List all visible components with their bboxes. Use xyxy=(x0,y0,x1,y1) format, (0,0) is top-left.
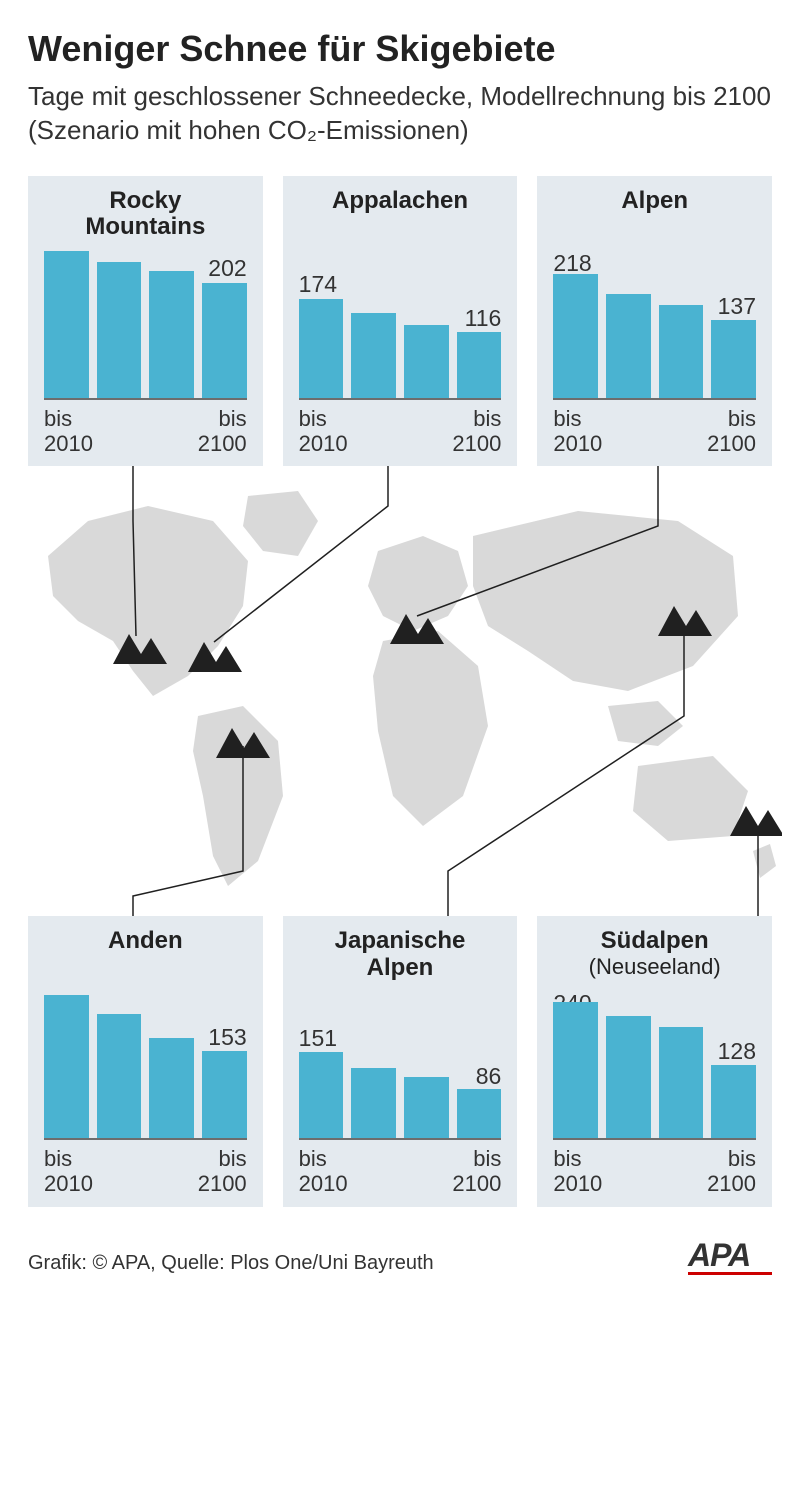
panel-row-bottom: Anden251153bis2010bis2100JapanischeAlpen… xyxy=(28,916,772,1207)
bars xyxy=(553,250,756,400)
panel-title: Appalachen xyxy=(293,188,508,244)
bar xyxy=(351,1068,396,1139)
bar xyxy=(606,1016,651,1138)
chart-panel-anden: Anden 251153bis2010bis2100 xyxy=(28,916,263,1207)
logo-text: APA xyxy=(688,1237,772,1274)
panel-row-top: RockyMountains258202bis2010bis2100Appala… xyxy=(28,176,772,467)
bars xyxy=(44,990,247,1140)
chart-area: 218137 xyxy=(547,250,762,400)
chart-panel-sued: Südalpen(Neuseeland) 240128bis2010bis2100 xyxy=(537,916,772,1207)
bar xyxy=(659,305,704,397)
chart-area: 258202 xyxy=(38,250,253,400)
x-axis-labels: bis2010bis2100 xyxy=(547,1140,762,1197)
bars xyxy=(44,250,247,400)
bar xyxy=(149,271,194,397)
panel-title: Alpen xyxy=(547,188,762,244)
x-axis-labels: bis2010bis2100 xyxy=(38,1140,253,1197)
chart-panel-appal: Appalachen 174116bis2010bis2100 xyxy=(283,176,518,467)
panel-title: RockyMountains xyxy=(38,188,253,244)
world-map xyxy=(18,466,782,916)
bar xyxy=(711,1065,756,1138)
x-axis-labels: bis2010bis2100 xyxy=(547,400,762,457)
chart-panel-japalp: JapanischeAlpen 15186bis2010bis2100 xyxy=(283,916,518,1207)
panel-title: JapanischeAlpen xyxy=(293,928,508,984)
bar xyxy=(97,1014,142,1138)
bar xyxy=(351,313,396,397)
bar xyxy=(44,251,89,398)
bar xyxy=(149,1038,194,1138)
bar xyxy=(553,1002,598,1139)
chart-area: 174116 xyxy=(293,250,508,400)
bar xyxy=(299,299,344,398)
x-axis-labels: bis2010bis2100 xyxy=(293,400,508,457)
chart-area: 240128 xyxy=(547,990,762,1140)
x-axis-labels: bis2010bis2100 xyxy=(293,1140,508,1197)
chart-area: 15186 xyxy=(293,990,508,1140)
map-continents xyxy=(48,491,776,886)
bar xyxy=(457,332,502,398)
bar xyxy=(457,1089,502,1138)
bar xyxy=(202,283,247,398)
credit-text: Grafik: © APA, Quelle: Plos One/Uni Bayr… xyxy=(28,1252,434,1275)
footer: Grafik: © APA, Quelle: Plos One/Uni Bayr… xyxy=(28,1237,772,1275)
page-title: Weniger Schnee für Skigebiete xyxy=(28,28,772,70)
panel-title: Anden xyxy=(38,928,253,984)
bar xyxy=(97,262,142,397)
page-subtitle: Tage mit geschlossener Schneedecke, Mode… xyxy=(28,80,772,148)
bar xyxy=(553,274,598,398)
bar xyxy=(299,1052,344,1138)
bars xyxy=(299,250,502,400)
bars xyxy=(299,990,502,1140)
bar xyxy=(659,1027,704,1139)
bars xyxy=(553,990,756,1140)
bar xyxy=(404,325,449,398)
panel-title: Südalpen(Neuseeland) xyxy=(547,928,762,984)
bar xyxy=(606,294,651,398)
chart-panel-alpen: Alpen 218137bis2010bis2100 xyxy=(537,176,772,467)
bar xyxy=(711,320,756,398)
chart-panel-rocky: RockyMountains 258202bis2010bis2100 xyxy=(28,176,263,467)
source-logo: APA xyxy=(688,1237,772,1275)
bar xyxy=(202,1051,247,1138)
x-axis-labels: bis2010bis2100 xyxy=(38,400,253,457)
chart-area: 251153 xyxy=(38,990,253,1140)
bar xyxy=(404,1077,449,1138)
bar xyxy=(44,995,89,1138)
